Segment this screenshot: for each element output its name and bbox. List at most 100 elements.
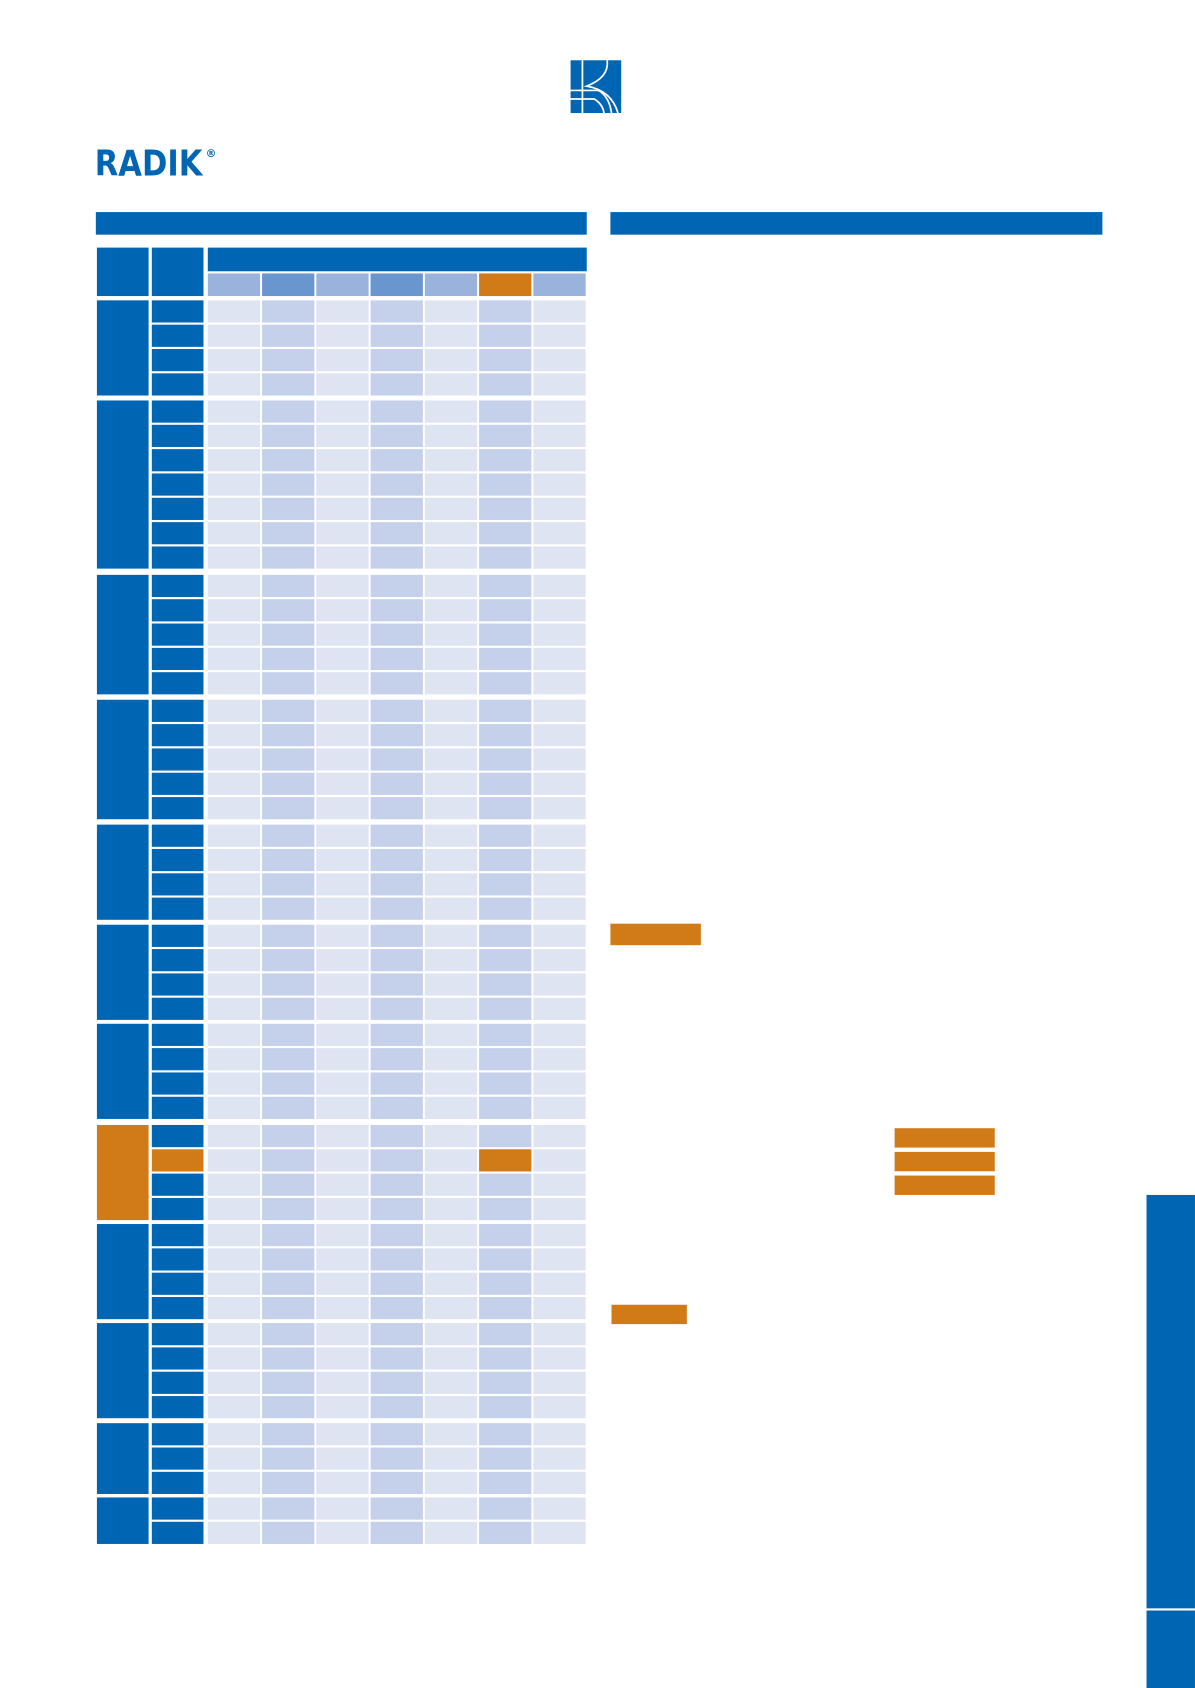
row-label-cell bbox=[151, 748, 204, 771]
data-cell bbox=[207, 1096, 261, 1119]
row-label-cell bbox=[151, 546, 204, 569]
data-cell bbox=[370, 1371, 423, 1394]
data-cell bbox=[370, 1048, 423, 1071]
data-cell bbox=[533, 1347, 586, 1370]
data-cell bbox=[207, 1297, 261, 1320]
subheader-cell bbox=[262, 273, 315, 297]
data-cell bbox=[262, 949, 315, 972]
data-cell bbox=[424, 824, 478, 847]
data-cell bbox=[207, 824, 261, 847]
data-cell bbox=[262, 1347, 315, 1370]
data-cell bbox=[424, 1423, 478, 1446]
section-bar bbox=[610, 212, 1103, 235]
data-cell bbox=[207, 1521, 261, 1544]
data-cell bbox=[370, 848, 423, 872]
data-cell bbox=[479, 1423, 532, 1446]
data-cell bbox=[262, 699, 315, 722]
data-cell bbox=[533, 574, 586, 598]
data-cell bbox=[479, 1248, 532, 1271]
data-cell bbox=[533, 873, 586, 896]
data-cell bbox=[316, 473, 369, 496]
data-cell bbox=[424, 1173, 478, 1196]
group-cell bbox=[96, 824, 149, 920]
group-cell bbox=[96, 1423, 149, 1495]
data-cell bbox=[207, 997, 261, 1020]
data-cell bbox=[533, 1149, 586, 1172]
data-cell bbox=[424, 1323, 478, 1346]
data-cell bbox=[533, 1224, 586, 1247]
data-cell bbox=[316, 797, 369, 820]
row-label-cell bbox=[151, 1023, 204, 1046]
data-cell bbox=[424, 574, 478, 598]
data-cell bbox=[207, 373, 261, 396]
data-cell bbox=[479, 1471, 532, 1495]
data-cell bbox=[370, 424, 423, 447]
data-cell bbox=[370, 473, 423, 496]
data-cell bbox=[533, 1096, 586, 1119]
data-cell bbox=[262, 1272, 315, 1295]
data-cell bbox=[479, 324, 532, 347]
data-cell bbox=[316, 873, 369, 896]
data-cell bbox=[370, 997, 423, 1020]
data-cell bbox=[479, 949, 532, 972]
data-cell bbox=[207, 1497, 261, 1520]
data-cell bbox=[424, 1197, 478, 1221]
row-label-cell bbox=[151, 1272, 204, 1295]
group-cell bbox=[96, 1497, 149, 1544]
data-cell bbox=[479, 1447, 532, 1470]
data-cell bbox=[207, 1124, 261, 1148]
data-cell bbox=[262, 300, 315, 323]
data-cell bbox=[479, 997, 532, 1020]
data-cell bbox=[533, 473, 586, 496]
row-label-cell bbox=[151, 997, 204, 1020]
row-label-cell bbox=[151, 623, 204, 646]
data-cell bbox=[479, 1023, 532, 1046]
data-cell bbox=[533, 349, 586, 372]
data-cell bbox=[370, 400, 423, 423]
data-cell bbox=[262, 349, 315, 372]
data-cell bbox=[479, 300, 532, 323]
data-cell bbox=[262, 1248, 315, 1271]
data-cell bbox=[479, 1521, 532, 1544]
row-label-cell bbox=[151, 1521, 204, 1544]
data-cell bbox=[370, 897, 423, 920]
data-cell bbox=[424, 522, 478, 545]
data-cell bbox=[262, 724, 315, 747]
data-cell bbox=[262, 1072, 315, 1095]
data-cell bbox=[207, 1447, 261, 1470]
row-label-cell bbox=[151, 1124, 204, 1148]
side-tab bbox=[1146, 1194, 1195, 1688]
data-cell bbox=[533, 748, 586, 771]
data-cell bbox=[207, 1423, 261, 1446]
data-cell bbox=[533, 797, 586, 820]
data-cell bbox=[370, 772, 423, 795]
data-cell bbox=[370, 1396, 423, 1419]
row-label-cell bbox=[151, 449, 204, 472]
data-cell bbox=[533, 522, 586, 545]
data-cell bbox=[424, 1124, 478, 1148]
data-cell bbox=[424, 997, 478, 1020]
data-cell bbox=[424, 497, 478, 520]
data-cell bbox=[207, 623, 261, 646]
data-cell bbox=[207, 949, 261, 972]
data-cell bbox=[316, 1423, 369, 1446]
row-label-cell bbox=[151, 973, 204, 996]
data-cell bbox=[533, 1396, 586, 1419]
row-label-cell bbox=[151, 1371, 204, 1394]
row-label-cell bbox=[151, 824, 204, 847]
data-cell bbox=[533, 1124, 586, 1148]
data-cell bbox=[316, 546, 369, 569]
data-cell bbox=[479, 449, 532, 472]
row-label-cell bbox=[151, 1323, 204, 1346]
data-cell bbox=[533, 1497, 586, 1520]
data-cell bbox=[207, 522, 261, 545]
data-cell bbox=[316, 400, 369, 423]
data-cell bbox=[424, 797, 478, 820]
subheader-cell bbox=[533, 273, 586, 297]
data-cell bbox=[207, 424, 261, 447]
data-cell bbox=[207, 1248, 261, 1271]
group-cell bbox=[96, 924, 149, 1020]
row-label-cell bbox=[151, 324, 204, 347]
logo-icon bbox=[570, 60, 622, 114]
